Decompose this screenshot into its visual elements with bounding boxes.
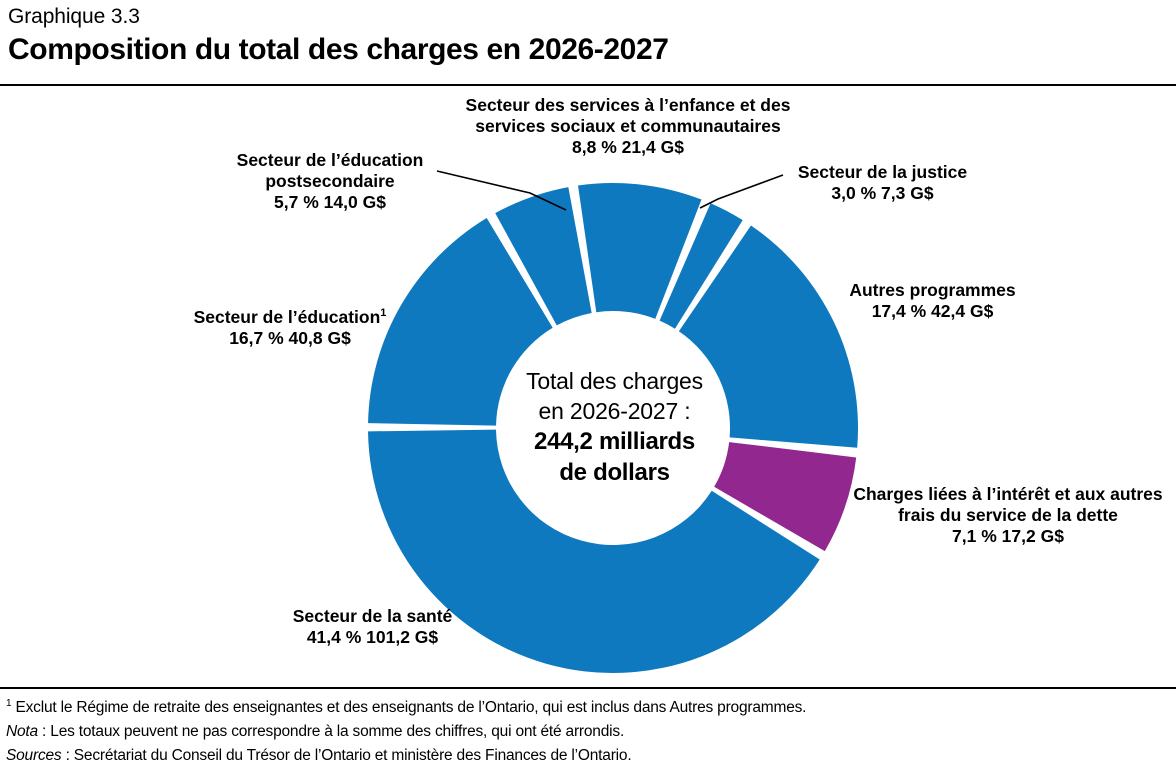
slice-label-childcare-social-line2: services sociaux et communautaires bbox=[475, 116, 781, 136]
slice-label-other-programs-line1: Autres programmes bbox=[849, 280, 1016, 300]
slice-label-justice-value: 3,0 % 7,3 G$ bbox=[831, 183, 934, 203]
footnote-1-marker: 1 bbox=[6, 697, 12, 709]
chart-area: Total des charges en 2026-2027 : 244,2 m… bbox=[0, 86, 1176, 686]
donut-slice bbox=[678, 225, 858, 448]
divider-bottom bbox=[0, 687, 1176, 689]
footnote-1: 1 Exclut le Régime de retraite des ensei… bbox=[6, 696, 1166, 720]
center-line-1: Total des charges bbox=[526, 368, 703, 394]
donut-slice bbox=[368, 429, 820, 673]
donut-chart bbox=[368, 170, 858, 673]
donut-slices bbox=[368, 183, 858, 673]
footnote-nota-label: Nota bbox=[6, 723, 38, 740]
slice-label-education-line1: Secteur de l’éducation1 bbox=[185, 307, 395, 328]
slice-label-postsecondary: Secteur de l’éducation postsecondaire 5,… bbox=[225, 150, 435, 213]
slice-label-childcare-social: Secteur des services à l’enfance et des … bbox=[453, 95, 803, 158]
slice-label-education-text: Secteur de l’éducation bbox=[193, 307, 381, 327]
leader-lines bbox=[436, 170, 784, 211]
footnotes: 1 Exclut le Régime de retraite des ensei… bbox=[6, 696, 1166, 768]
slice-label-education-value: 16,7 % 40,8 G$ bbox=[229, 328, 351, 348]
donut-slice bbox=[495, 187, 592, 326]
slice-label-postsecondary-line1: Secteur de l’éducation bbox=[236, 150, 424, 170]
slice-label-health-line1: Secteur de la santé bbox=[292, 606, 453, 626]
footnote-marker-education: 1 bbox=[380, 307, 387, 320]
slice-label-interest-debt: Charges liées à l’intérêt et aux autres … bbox=[852, 484, 1164, 547]
slice-label-postsecondary-line2: postsecondaire bbox=[265, 171, 395, 191]
leader-line-postsecondary bbox=[436, 170, 567, 211]
footnote-sources-text: : Secrétariat du Conseil du Trésor de l’… bbox=[65, 747, 632, 764]
center-line-2: en 2026-2027 : bbox=[538, 398, 691, 424]
donut-slice bbox=[714, 442, 857, 552]
slice-label-health: Secteur de la santé 41,4 % 101,2 G$ bbox=[275, 606, 470, 648]
slice-label-other-programs-value: 17,4 % 42,4 G$ bbox=[871, 301, 994, 321]
figure-header: Graphique 3.3 Composition du total des c… bbox=[8, 4, 669, 69]
center-total-unit: de dollars bbox=[559, 459, 670, 486]
slice-label-childcare-social-line1: Secteur des services à l’enfance et des bbox=[465, 95, 791, 115]
slice-label-health-value: 41,4 % 101,2 G$ bbox=[306, 627, 439, 647]
page-title: Composition du total des charges en 2026… bbox=[8, 33, 669, 66]
donut-center-label: Total des charges en 2026-2027 : 244,2 m… bbox=[492, 366, 737, 488]
center-total-amount: 244,2 milliards bbox=[534, 428, 695, 455]
slice-label-education: Secteur de l’éducation1 16,7 % 40,8 G$ bbox=[185, 307, 395, 349]
figure-number: Graphique 3.3 bbox=[8, 5, 140, 28]
slice-label-other-programs: Autres programmes 17,4 % 42,4 G$ bbox=[840, 280, 1025, 322]
slice-label-postsecondary-value: 5,7 % 14,0 G$ bbox=[274, 192, 386, 212]
slice-label-interest-debt-line2: frais du service de la dette bbox=[898, 505, 1118, 525]
donut-slice bbox=[578, 183, 702, 319]
slice-label-justice-line1: Secteur de la justice bbox=[797, 162, 968, 182]
donut-slice bbox=[368, 218, 553, 426]
divider-top bbox=[0, 84, 1176, 86]
donut-slice bbox=[659, 203, 743, 329]
slice-label-interest-debt-line1: Charges liées à l’intérêt et aux autres bbox=[853, 484, 1163, 504]
footnote-nota-text: : Les totaux peuvent ne pas correspondre… bbox=[37, 723, 625, 740]
slice-label-interest-debt-value: 7,1 % 17,2 G$ bbox=[952, 526, 1064, 546]
footnote-1-text: Exclut le Régime de retraite des enseign… bbox=[11, 699, 807, 716]
slice-label-childcare-social-value: 8,8 % 21,4 G$ bbox=[572, 137, 684, 157]
slice-label-justice: Secteur de la justice 3,0 % 7,3 G$ bbox=[785, 162, 980, 204]
footnote-sources-label: Sources bbox=[6, 747, 66, 764]
leader-line-justice bbox=[699, 174, 784, 209]
footnote-sources: Sources : Secrétariat du Conseil du Trés… bbox=[6, 744, 1166, 768]
footnote-nota: Nota : Les totaux peuvent ne pas corresp… bbox=[6, 720, 1166, 744]
